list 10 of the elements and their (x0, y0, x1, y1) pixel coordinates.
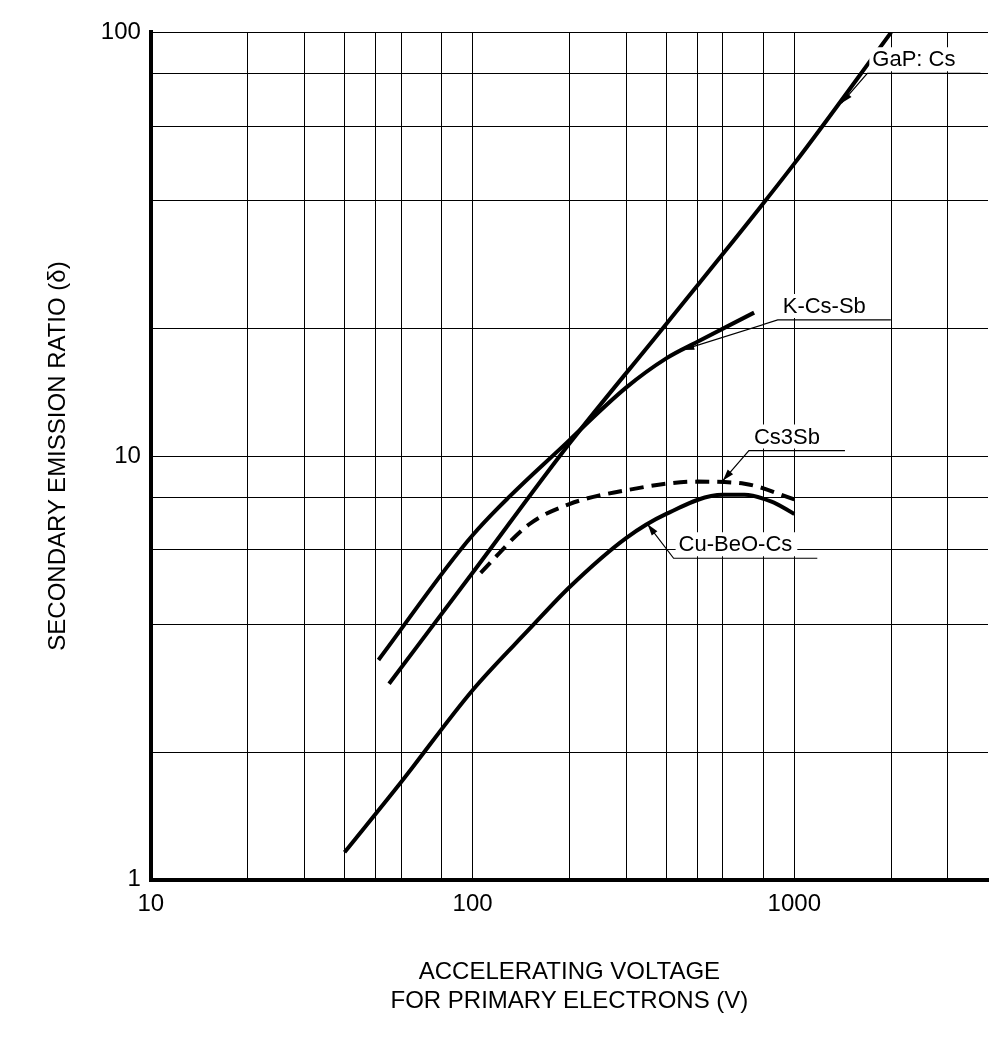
x-axis-title: ACCELERATING VOLTAGE FOR PRIMARY ELECTRONS (V) (390, 957, 749, 1014)
annotation: K-Cs-Sb (782, 292, 866, 318)
y-tick-label: 100 (100, 17, 141, 45)
annotation: Cs3Sb (753, 423, 820, 449)
y-tick-label: 10 (114, 440, 141, 468)
x-tick-label: 100 (452, 888, 493, 916)
x-tick-label: 1000 (767, 888, 821, 916)
y-axis-title: SECONDARY EMISSION RATIO (δ) (43, 261, 71, 651)
annotation: GaP: Cs (872, 46, 956, 72)
annotation: Cu-BeO-Cs (678, 531, 793, 557)
